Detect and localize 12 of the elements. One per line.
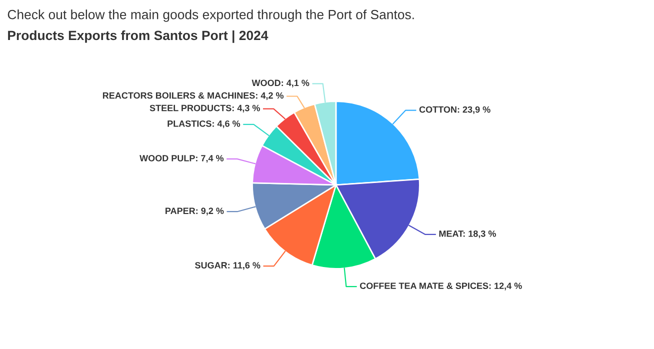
slice-label: REACTORS BOILERS & MACHINES: 4,2 % (102, 92, 284, 100)
slice-label: PLASTICS: 4,6 % (168, 120, 240, 128)
slice-label: WOOD PULP: 7,4 % (140, 154, 224, 163)
chart-title: Check out below the main goods exported through the Port of Santos. (8, 10, 414, 22)
slice-label: COTTON: 23,9 % (419, 106, 490, 114)
chart-subtitle: Products Exports from Santos Port | 2024 (8, 30, 268, 43)
slice-label: MEAT: 18,3 % (439, 230, 496, 238)
slice-label: PAPER: 9,2 % (166, 208, 224, 216)
slice-label: COFFEE TEA MATE & SPICES: 12,4 % (360, 282, 522, 290)
slice-label: STEEL PRODUCTS: 4,3 % (150, 104, 260, 113)
slice-label: SUGAR: 11,6 % (195, 262, 260, 270)
slice-label: WOOD: 4,1 % (252, 80, 310, 88)
